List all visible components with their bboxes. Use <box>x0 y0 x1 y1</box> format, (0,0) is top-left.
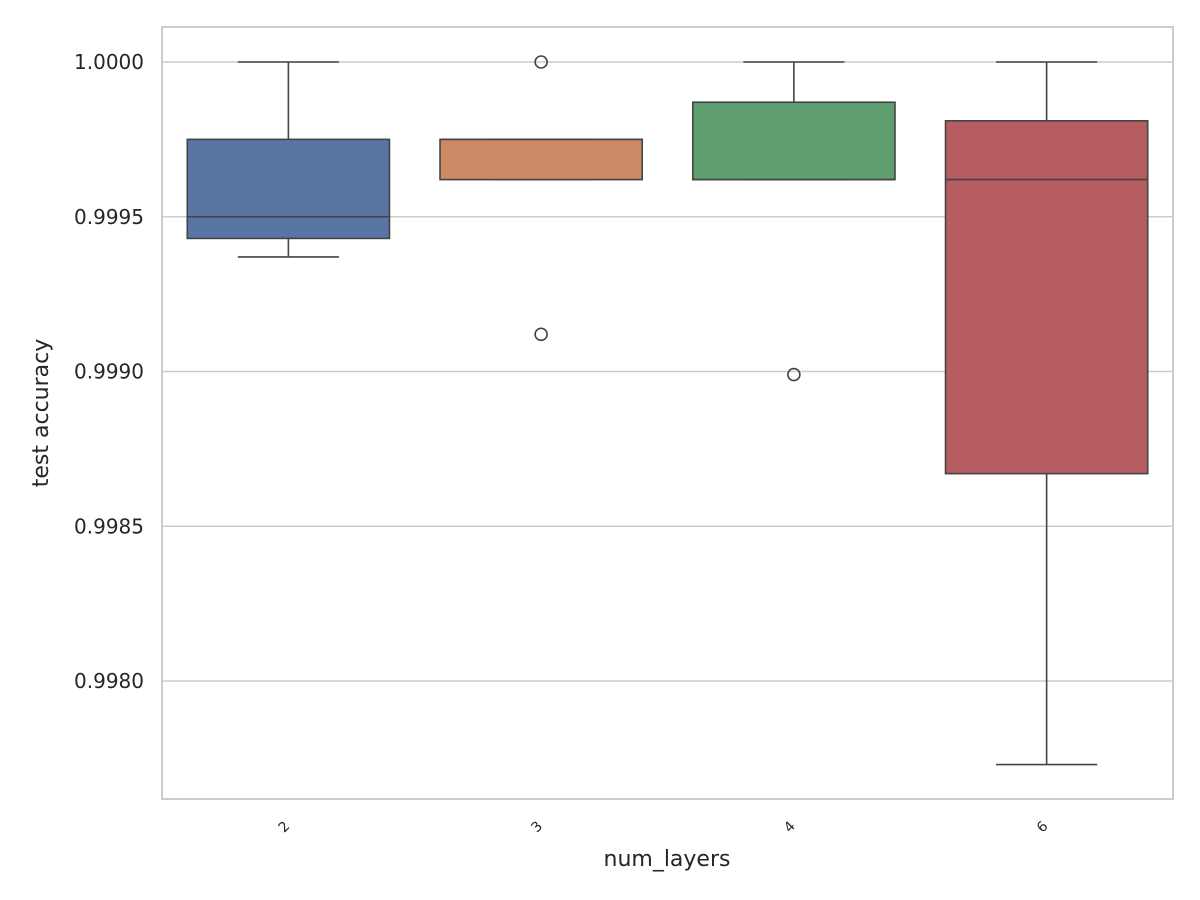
plot-frame <box>161 26 1174 800</box>
box-body <box>944 120 1149 475</box>
outlier-point <box>534 327 548 342</box>
y-tick-label: 0.9995 <box>74 205 144 229</box>
box-body <box>439 138 644 181</box>
y-tick-label: 0.9985 <box>74 514 144 538</box>
boxes <box>186 55 1149 766</box>
y-tick-label: 0.9980 <box>74 669 144 693</box>
box-body <box>186 138 391 240</box>
box-group-6 <box>944 61 1149 766</box>
x-axis-label: num_layers <box>604 847 731 872</box>
box-group-4 <box>691 61 896 382</box>
box-group-3 <box>439 55 644 342</box>
outlier-point <box>534 55 548 69</box>
y-axis-label: test accuracy <box>29 339 54 488</box>
y-tick-label: 0.9990 <box>74 360 144 384</box>
y-tick-label: 1.0000 <box>74 50 144 74</box>
outlier-point <box>787 367 801 382</box>
y-tick-labels: 0.9980 0.9985 0.9990 0.9995 1.0000 <box>74 50 144 693</box>
box-body <box>691 101 896 181</box>
box-group-2 <box>186 61 391 258</box>
